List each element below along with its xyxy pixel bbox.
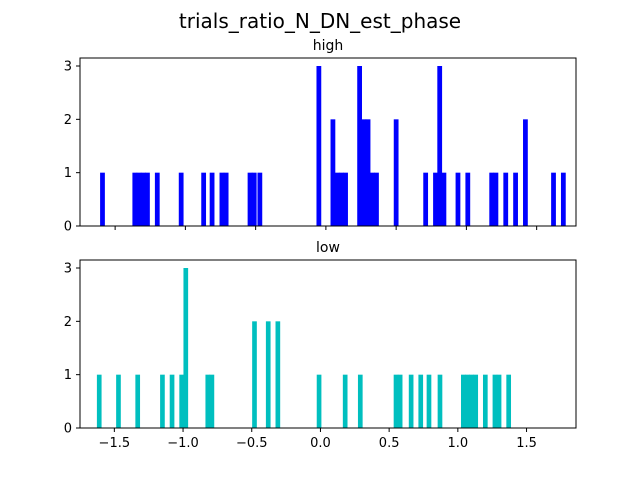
bars-high [100, 66, 566, 226]
bar [252, 321, 257, 428]
bar [179, 374, 185, 428]
x-tick-label: 1.5 [516, 436, 537, 451]
bar [496, 374, 502, 428]
bar [492, 374, 498, 428]
bar [469, 374, 474, 428]
y-tick-label: 0 [64, 422, 72, 437]
x-tick-label: 0.5 [379, 436, 400, 451]
bar [342, 374, 348, 428]
bar [513, 172, 518, 226]
bar [455, 172, 461, 226]
bar [393, 374, 399, 428]
bar [489, 172, 495, 226]
bar [560, 172, 566, 226]
bar [265, 321, 271, 428]
x-tick-label: 0.0 [310, 436, 331, 451]
bar [503, 172, 509, 226]
bar [393, 119, 399, 226]
y-tick-label: 2 [64, 113, 72, 128]
bar [275, 321, 281, 428]
x-tick-label: −1.0 [167, 436, 199, 451]
bar [551, 172, 556, 226]
bar [251, 172, 257, 226]
bar [316, 66, 322, 226]
bar [132, 172, 138, 226]
bar [357, 66, 363, 226]
bar [465, 172, 471, 226]
bar [247, 172, 253, 226]
bar [433, 172, 438, 226]
bar [408, 374, 414, 428]
bar [465, 374, 470, 428]
bar [96, 374, 102, 428]
bar [116, 374, 121, 428]
panel-low: low 0 1 2 3 −1.5 −1.0 −0.5 0.0 0.5 1.0 1.5 [64, 240, 577, 451]
y-tick-label: 1 [64, 368, 72, 383]
bar [160, 374, 165, 428]
bar [357, 374, 363, 428]
x-tick-label: 1.0 [447, 436, 468, 451]
bar [136, 172, 142, 226]
y-tick-label: 1 [64, 166, 72, 181]
bar [473, 374, 479, 428]
y-tick-label: 3 [64, 60, 72, 75]
bar [418, 374, 424, 428]
bar [209, 374, 215, 428]
bar [374, 172, 379, 226]
bar [145, 172, 150, 226]
bar [523, 119, 528, 226]
panel-high: high 0 1 2 3 [64, 38, 577, 235]
bar [369, 172, 375, 226]
bar [201, 172, 207, 226]
bar [441, 172, 447, 226]
y-tick-label: 2 [64, 315, 72, 330]
bar [506, 374, 512, 428]
y-tick-label: 3 [64, 262, 72, 277]
bar [361, 119, 367, 226]
x-tick-label: −0.5 [236, 436, 268, 451]
bar [330, 119, 336, 226]
bar [493, 172, 499, 226]
bar [140, 172, 146, 226]
bar [154, 172, 160, 226]
bar [460, 374, 466, 428]
x-tick-label: −1.5 [99, 436, 131, 451]
bar [205, 374, 211, 428]
axes-frame-low [79, 259, 577, 429]
bar [223, 172, 229, 226]
bar [257, 172, 263, 226]
bar [135, 374, 141, 428]
bar [338, 172, 344, 226]
bar [219, 172, 225, 226]
axes-frame-high [79, 57, 577, 227]
bar [334, 172, 340, 226]
bar [209, 172, 215, 226]
bar [183, 268, 189, 428]
panel-title-high: high [313, 38, 344, 54]
bar [343, 172, 348, 226]
figure-title: trials_ratio_N_DN_est_phase [179, 9, 461, 33]
bar [426, 374, 432, 428]
y-tick-label: 0 [64, 220, 72, 235]
bar [482, 374, 488, 428]
bars-low [96, 268, 512, 428]
bar [437, 374, 443, 428]
bar [397, 374, 403, 428]
bar [100, 172, 105, 226]
panel-title-low: low [316, 240, 340, 256]
bar [169, 374, 175, 428]
bar [316, 374, 322, 428]
bar [178, 172, 184, 226]
bar [437, 66, 443, 226]
bar [423, 172, 429, 226]
bar [365, 119, 371, 226]
